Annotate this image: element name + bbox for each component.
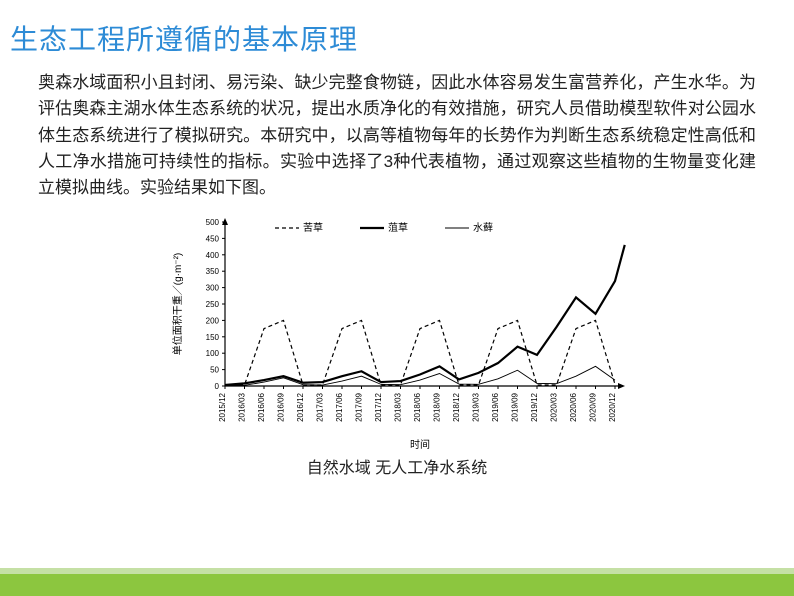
svg-text:2019/03: 2019/03 [472,392,481,421]
biomass-chart: 0 50 100 150 200 250 300 350 400 450 500 单位面积干重／(g·… [167,212,627,452]
svg-text:2020/06: 2020/06 [569,392,578,421]
chart-caption: 自然水域 无人工净水系统 [167,454,627,478]
svg-text:300: 300 [206,283,220,292]
svg-text:250: 250 [206,300,220,309]
svg-text:500: 500 [206,218,220,227]
svg-text:350: 350 [206,267,220,276]
svg-text:2016/09: 2016/09 [277,392,286,421]
svg-text:50: 50 [210,365,219,374]
svg-text:2015/12: 2015/12 [218,392,227,421]
svg-text:2018/12: 2018/12 [452,392,461,421]
svg-text:2018/03: 2018/03 [394,392,403,421]
page-title: 生态工程所遵循的基本原理 [0,0,794,66]
svg-text:150: 150 [206,333,220,342]
svg-text:菹草: 菹草 [388,222,408,234]
svg-text:2017/12: 2017/12 [374,392,383,421]
svg-text:2020/09: 2020/09 [589,392,598,421]
svg-text:2017/06: 2017/06 [335,392,344,421]
svg-text:2020/03: 2020/03 [550,392,559,421]
svg-text:0: 0 [215,382,220,391]
svg-text:单位面积干重／(g·m⁻²): 单位面积干重／(g·m⁻²) [171,252,184,355]
svg-text:450: 450 [206,234,220,243]
svg-text:时间: 时间 [410,438,430,451]
svg-text:2019/06: 2019/06 [491,392,500,421]
svg-text:200: 200 [206,316,220,325]
svg-text:2016/03: 2016/03 [238,392,247,421]
footer-bar [0,568,794,596]
svg-text:2018/06: 2018/06 [413,392,422,421]
svg-text:400: 400 [206,251,220,260]
svg-text:2019/09: 2019/09 [511,392,520,421]
svg-text:2016/12: 2016/12 [296,392,305,421]
svg-text:水藓: 水藓 [473,221,493,234]
chart-container: 0 50 100 150 200 250 300 350 400 450 500 单位面积干重／(g·… [167,212,627,478]
svg-text:2017/03: 2017/03 [316,392,325,421]
svg-text:苦草: 苦草 [303,221,323,234]
svg-text:2020/12: 2020/12 [608,392,617,421]
svg-text:2016/06: 2016/06 [257,392,266,421]
svg-text:2018/09: 2018/09 [433,392,442,421]
svg-text:2017/09: 2017/09 [355,392,364,421]
svg-text:2019/12: 2019/12 [530,392,539,421]
paragraph-text: 奥森水域面积小且封闭、易污染、缺少完整食物链，因此水体容易发生富营养化，产生水华… [0,66,794,202]
svg-text:100: 100 [206,349,220,358]
